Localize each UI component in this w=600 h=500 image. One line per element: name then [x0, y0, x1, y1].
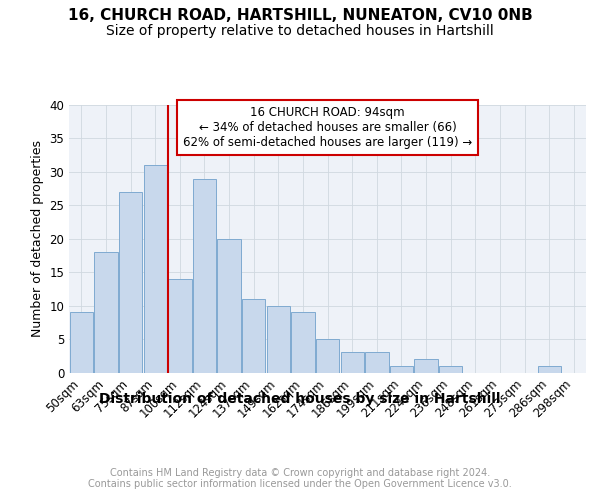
Bar [341, 352, 364, 372]
Bar [217, 239, 241, 372]
Bar [143, 165, 167, 372]
Bar [390, 366, 413, 372]
Text: 16 CHURCH ROAD: 94sqm
← 34% of detached houses are smaller (66)
62% of semi-deta: 16 CHURCH ROAD: 94sqm ← 34% of detached … [183, 106, 472, 150]
Bar [316, 339, 339, 372]
Bar [193, 178, 216, 372]
Text: Size of property relative to detached houses in Hartshill: Size of property relative to detached ho… [106, 24, 494, 38]
Text: Contains HM Land Registry data © Crown copyright and database right 2024.
Contai: Contains HM Land Registry data © Crown c… [88, 468, 512, 489]
Bar [439, 366, 463, 372]
Y-axis label: Number of detached properties: Number of detached properties [31, 140, 44, 337]
Bar [168, 279, 191, 372]
Bar [291, 312, 314, 372]
Bar [365, 352, 389, 372]
Bar [538, 366, 561, 372]
Text: Distribution of detached houses by size in Hartshill: Distribution of detached houses by size … [99, 392, 501, 406]
Bar [242, 299, 265, 372]
Bar [266, 306, 290, 372]
Bar [70, 312, 93, 372]
Text: 16, CHURCH ROAD, HARTSHILL, NUNEATON, CV10 0NB: 16, CHURCH ROAD, HARTSHILL, NUNEATON, CV… [68, 8, 532, 22]
Bar [119, 192, 142, 372]
Bar [415, 359, 438, 372]
Bar [94, 252, 118, 372]
